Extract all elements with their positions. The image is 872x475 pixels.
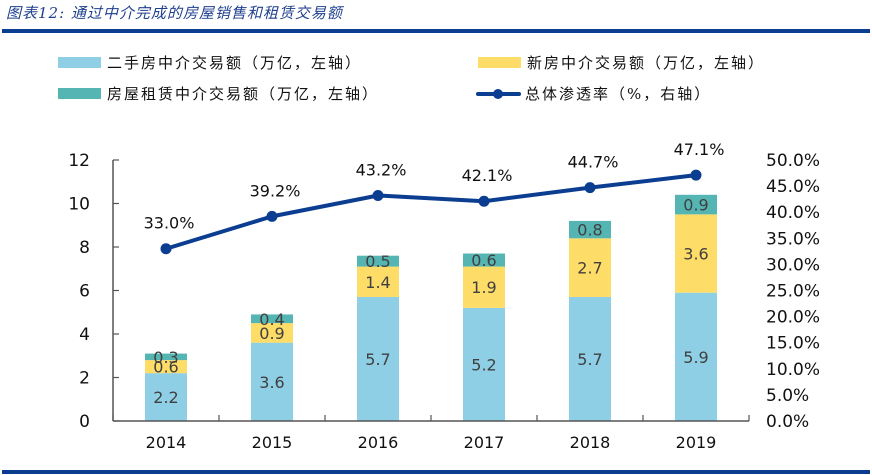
bar-segment-second-hand (145, 373, 187, 421)
bar-data-label: 2.7 (577, 259, 602, 278)
y-tick-label: 0 (79, 412, 90, 432)
left-axis: 0 2 4 6 8 10 12 (68, 151, 119, 432)
bar-data-label: 0.9 (259, 324, 284, 343)
x-tick-label: 2018 (570, 433, 611, 452)
bar-data-label: 1.9 (471, 278, 496, 297)
bar-segment-new-house (675, 214, 717, 293)
penetration-point (372, 189, 384, 201)
y2-tick-label: 10.0% (766, 360, 820, 380)
legend-item-second-hand: 二手房中介交易额（万亿，左轴） (58, 52, 362, 73)
right-axis: 0.0% 5.0% 10.0% 15.0% 20.0% 25.0% 30.0% 35.0% 40… (766, 151, 820, 432)
legend-swatch-second-hand-icon (58, 57, 101, 68)
bar-data-label: 3.6 (259, 373, 284, 392)
legend-label-penetration: 总体渗透率（%，右轴） (525, 85, 712, 103)
y2-tick-label: 50.0% (766, 151, 820, 171)
y-tick-label: 8 (79, 238, 90, 258)
penetration-point (160, 243, 172, 255)
x-tick-label: 2015 (252, 433, 293, 452)
bar-data-label: 0.9 (683, 196, 708, 215)
penetration-data-label: 47.1% (674, 140, 725, 159)
axes-lines (112, 160, 750, 422)
bar-segment-new-house (463, 266, 505, 308)
penetration-point (266, 210, 278, 222)
bar-data-label: 2.2 (153, 388, 178, 407)
legend-label-second-hand: 二手房中介交易额（万亿，左轴） (107, 54, 363, 72)
x-tick-label: 2014 (146, 433, 187, 452)
top-divider (2, 29, 870, 33)
legend-label-rental: 房屋租赁中介交易额（万亿，左轴） (107, 85, 380, 103)
bar-data-label: 0.3 (153, 348, 178, 367)
bar-segment-second-hand (569, 297, 611, 421)
penetration-point (690, 169, 702, 181)
bar-data-label: 0.6 (471, 251, 496, 270)
y-tick-label: 2 (79, 369, 90, 389)
bar-data-label: 5.9 (683, 348, 708, 367)
penetration-data-label: 39.2% (250, 181, 301, 200)
bar-segment-second-hand (251, 342, 293, 421)
bar-data-label: 3.6 (683, 245, 708, 264)
x-axis: 2014 2015 2016 2017 2018 2019 (146, 433, 717, 452)
penetration-line (164, 173, 698, 251)
bar-segment-rental (251, 314, 293, 324)
x-tick-label: 2017 (464, 433, 505, 452)
bar-data-label: 5.2 (471, 355, 496, 374)
bar-data-label: 5.7 (577, 350, 602, 369)
y2-tick-label: 15.0% (766, 334, 820, 354)
penetration-point (584, 182, 596, 194)
legend-line-marker-icon (476, 87, 521, 101)
bar-data-label: 5.7 (365, 350, 390, 369)
y2-tick-label: 5.0% (766, 386, 809, 406)
x-tick-label: 2019 (676, 433, 717, 452)
legend-item-new-house: 新房中介交易额（万亿，左轴） (478, 52, 765, 73)
stacked-bars: 2.20.60.33.60.90.45.71.40.55.21.90.65.72… (145, 194, 717, 421)
bottom-divider (2, 470, 870, 474)
bar-segment-new-house (145, 360, 187, 374)
bar-segment-rental (463, 253, 505, 267)
bar-data-label: 0.4 (259, 310, 284, 329)
y2-tick-label: 20.0% (766, 308, 820, 328)
bar-segment-new-house (357, 266, 399, 298)
bar-data-label: 0.5 (365, 252, 390, 271)
bar-segment-second-hand (675, 292, 717, 421)
bar-segment-second-hand (357, 297, 399, 421)
penetration-data-label: 42.1% (462, 166, 513, 185)
bar-segment-rental (675, 194, 717, 215)
penetration-data-label: 43.2% (356, 160, 407, 179)
bar-data-label: 1.4 (365, 273, 390, 292)
y2-tick-label: 40.0% (766, 203, 820, 223)
bar-data-label: 0.6 (153, 358, 178, 377)
figure-title: 图表12: 通过中介完成的房屋销售和租赁交易额 (6, 4, 343, 22)
y2-tick-label: 30.0% (766, 255, 820, 275)
bar-segment-new-house (251, 323, 293, 343)
x-tick-label: 2016 (358, 433, 399, 452)
penetration-point (478, 195, 490, 207)
bar-segment-rental (357, 255, 399, 267)
y2-tick-label: 45.0% (766, 177, 820, 197)
legend-swatch-rental-icon (58, 88, 101, 99)
y2-tick-label: 35.0% (766, 229, 820, 249)
y2-tick-label: 25.0% (766, 282, 820, 302)
bar-segment-rental (145, 353, 187, 361)
y-tick-label: 6 (79, 282, 90, 302)
legend-item-rental: 房屋租赁中介交易额（万亿，左轴） (58, 83, 379, 104)
legend-label-new-house: 新房中介交易额（万亿，左轴） (527, 54, 766, 72)
bar-segment-second-hand (463, 307, 505, 421)
legend-swatch-new-house-icon (478, 57, 521, 68)
penetration-data-label: 44.7% (568, 153, 619, 172)
bar-segment-new-house (569, 238, 611, 298)
legend-item-penetration: 总体渗透率（%，右轴） (476, 83, 711, 104)
y2-tick-label: 0.0% (766, 412, 809, 432)
y-tick-label: 10 (68, 195, 90, 215)
penetration-data-label: 33.0% (144, 214, 195, 233)
y-tick-label: 4 (79, 325, 90, 345)
penetration-line-series: 33.0% 39.2% 43.2% 42.1% 44.7% 47.1% (144, 140, 725, 255)
y-tick-label: 12 (68, 151, 90, 171)
bar-segment-rental (569, 220, 611, 239)
bar-data-label: 0.8 (577, 221, 602, 240)
